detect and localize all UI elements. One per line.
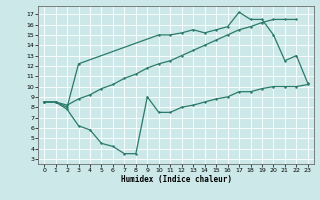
X-axis label: Humidex (Indice chaleur): Humidex (Indice chaleur) (121, 175, 231, 184)
